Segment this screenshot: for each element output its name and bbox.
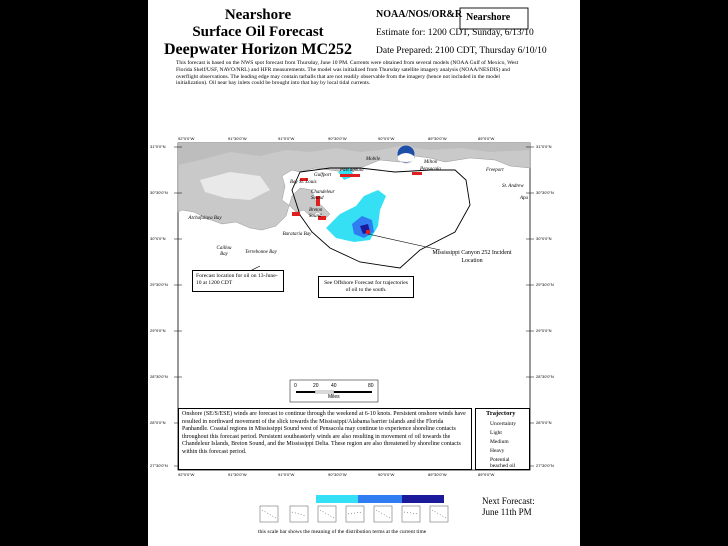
prepared: Date Prepared: 2100 CDT, Thursday 6/10/1…: [376, 46, 547, 56]
latitude-label: 29°0'0"N: [150, 328, 166, 333]
place: Freeport: [486, 168, 504, 173]
latitude-label: 30°0'0"N: [150, 236, 166, 241]
place: Pensacola: [420, 167, 441, 172]
place: Apa: [520, 196, 529, 201]
scale-light: [316, 495, 358, 503]
longitude-label: 91°0'0"W: [278, 136, 295, 141]
scale-tick: 0: [294, 383, 297, 389]
place: Mobile: [366, 157, 381, 162]
latitude-label: 30°0'0"N: [536, 236, 552, 241]
legend-item: Potential beached oil: [490, 457, 516, 470]
incident-label: Mississippi Canyon 252 Incident Location: [432, 250, 512, 264]
offshore-note: See Offshore Forecast for trajectories o…: [318, 276, 414, 298]
place: Milton: [424, 160, 438, 165]
place: Barataria Bay: [282, 232, 312, 237]
place: Atchafalaya Bay: [188, 216, 222, 221]
place: Gulfport: [314, 173, 332, 178]
longitude-label: 92°0'0"W: [178, 472, 195, 477]
legend-item: Uncertainty: [490, 421, 516, 427]
legend-item: Heavy: [490, 448, 505, 454]
next-forecast: June 11th PM: [482, 507, 532, 517]
latitude-label: 29°0'0"N: [536, 328, 552, 333]
latitude-label: 31°0'0"N: [536, 144, 552, 149]
longitude-label: 91°30'0"W: [228, 472, 247, 477]
longitude-label: 89°30'0"W: [428, 136, 447, 141]
lake: [200, 172, 270, 200]
inland: [178, 143, 530, 165]
badge: Nearshore: [466, 12, 511, 23]
latitude-label: 27°30'0"N: [536, 463, 554, 468]
longitude-label: 89°30'0"W: [428, 472, 447, 477]
title: Nearshore: [224, 7, 292, 23]
forecast-note: Forecast location for oil on 13-June-10 …: [192, 270, 284, 292]
longitude-label: 90°30'0"W: [328, 472, 347, 477]
latitude-label: 31°0'0"N: [150, 144, 166, 149]
longitude-label: 91°0'0"W: [278, 472, 295, 477]
scale-tick: 20: [313, 383, 319, 389]
leader-line: [367, 233, 441, 251]
legend-title: Trajectory: [486, 410, 516, 417]
summary: Onshore (SE/S/ESE) winds are forecast to…: [178, 408, 472, 470]
legend-box: [475, 408, 530, 470]
sample-texture: [261, 509, 447, 519]
legend-item: Medium: [490, 439, 509, 445]
intro: This forecast is based on the NWS spot f…: [176, 60, 519, 87]
scale-tick: 80: [368, 383, 374, 389]
title: Deepwater Horizon MC252: [163, 41, 353, 58]
place: Pascagoula: [340, 168, 364, 173]
longitude-label: 89°0'0"W: [478, 472, 495, 477]
sample-tiles: [259, 505, 449, 523]
scale-tick: 40: [331, 383, 337, 389]
agency: NOAA/NOS/OR&R: [376, 9, 463, 20]
place: Chandeleur Sound: [311, 190, 335, 201]
latitude-label: 28°0'0"N: [536, 420, 552, 425]
beached-oil-marks: [292, 172, 422, 234]
scale-unit: Miles: [328, 394, 340, 400]
latitude-label: 28°30'0"N: [536, 374, 554, 379]
longitude-label: 92°0'0"W: [178, 136, 195, 141]
latitude-label: 29°30'0"N: [536, 282, 554, 287]
place: St. Andrew: [502, 184, 524, 189]
latitude-label: 27°30'0"N: [150, 463, 168, 468]
scale-medium: [358, 495, 402, 503]
longitude-label: 91°30'0"W: [228, 136, 247, 141]
place: Bay St. Louis: [290, 180, 317, 185]
latitude-label: 29°30'0"N: [150, 282, 168, 287]
place: Caillou Bay: [216, 246, 232, 257]
place: Terrebonne Bay: [245, 250, 277, 255]
noaa-logo-wave: [398, 153, 414, 162]
caption: this scale bar shows the meaning of the …: [258, 529, 427, 535]
longitude-label: 90°0'0"W: [378, 136, 395, 141]
latitude-label: 28°30'0"N: [150, 374, 168, 379]
longitude-label: 90°0'0"W: [378, 472, 395, 477]
latitude-label: 28°0'0"N: [150, 420, 166, 425]
latitude-label: 30°30'0"N: [536, 190, 554, 195]
title: Surface Oil Forecast: [192, 24, 324, 40]
longitude-label: 89°0'0"W: [478, 136, 495, 141]
legend-item: Light: [490, 430, 502, 436]
longitude-label: 90°30'0"W: [328, 136, 347, 141]
scale-heavy: [402, 495, 444, 503]
uncertainty-outline: [291, 167, 471, 269]
next-forecast: Next Forecast:: [482, 496, 535, 506]
latitude-label: 30°30'0"N: [150, 190, 168, 195]
estimate: Estimate for: 1200 CDT, Sunday, 6/13/10: [376, 28, 534, 38]
scale-bar: [314, 390, 335, 394]
badge-box: [459, 7, 529, 30]
place: Breton Sound: [309, 208, 323, 219]
